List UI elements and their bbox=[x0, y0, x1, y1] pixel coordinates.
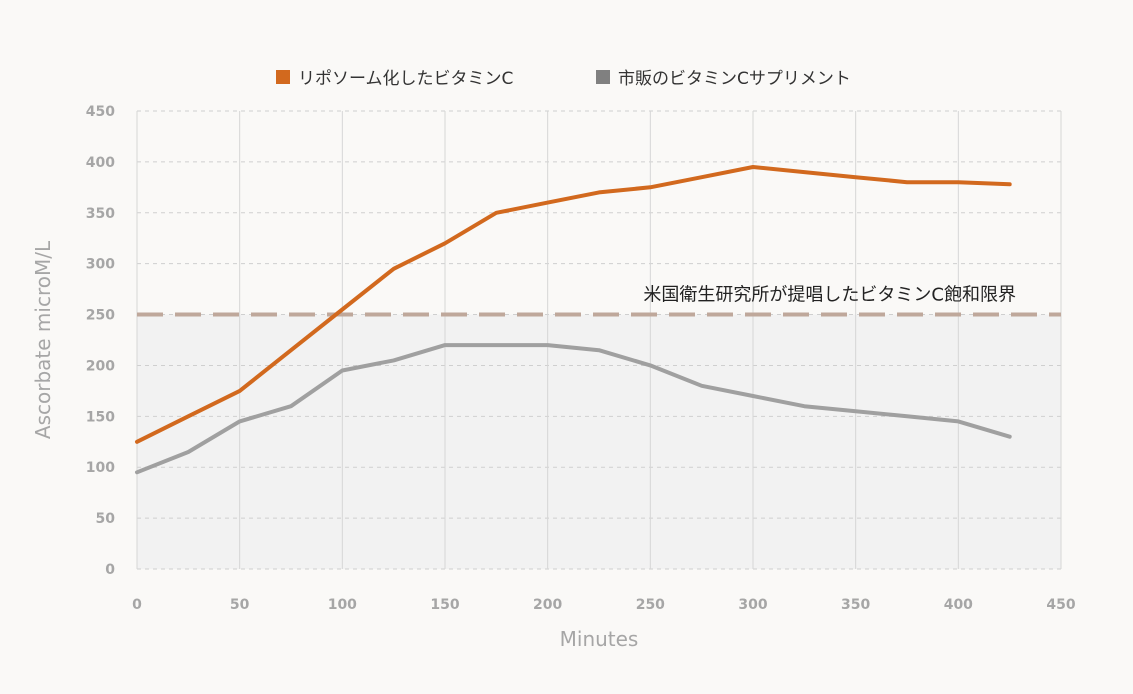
series-line-0 bbox=[135, 165, 1012, 444]
y-axis-title: Ascorbate microM/L bbox=[31, 240, 55, 439]
x-axis-ticks: 0 50 100 150 200 250 300 350 400 450 bbox=[132, 597, 1076, 613]
series-layer bbox=[135, 165, 1012, 475]
y-tick-label-5: 250 bbox=[86, 308, 115, 324]
shaded-region bbox=[137, 314, 1061, 569]
x-tick-label-8: 400 bbox=[944, 597, 973, 613]
x-tick-label-2: 100 bbox=[328, 597, 357, 613]
y-tick-label-7: 350 bbox=[86, 206, 115, 222]
x-axis-title: Minutes bbox=[560, 627, 639, 651]
x-tick-label-9: 450 bbox=[1046, 597, 1075, 613]
y-tick-label-0: 0 bbox=[105, 562, 115, 578]
y-tick-label-4: 200 bbox=[86, 358, 115, 374]
y-tick-label-1: 50 bbox=[96, 511, 116, 527]
y-tick-label-9: 450 bbox=[86, 104, 115, 120]
legend-swatch-commercial bbox=[596, 70, 610, 84]
y-tick-label-6: 300 bbox=[86, 257, 115, 273]
legend-label-commercial: 市販のビタミンCサプリメント bbox=[618, 69, 851, 89]
y-tick-label-3: 150 bbox=[86, 409, 115, 425]
x-tick-label-4: 200 bbox=[533, 597, 562, 613]
legend-swatch-liposomal bbox=[276, 70, 290, 84]
legend: リポソーム化したビタミンC 市販のビタミンCサプリメント bbox=[276, 69, 851, 89]
x-tick-label-0: 0 bbox=[132, 597, 142, 613]
y-tick-label-2: 100 bbox=[86, 460, 115, 476]
x-tick-label-5: 250 bbox=[636, 597, 665, 613]
x-tick-label-7: 350 bbox=[841, 597, 870, 613]
y-axis-ticks: 0 50 100 150 200 250 300 350 400 450 bbox=[86, 104, 115, 578]
series-line-1 bbox=[135, 343, 1012, 475]
grid-lines bbox=[136, 110, 1062, 570]
x-tick-label-6: 300 bbox=[738, 597, 767, 613]
x-tick-label-3: 150 bbox=[430, 597, 459, 613]
y-tick-label-8: 400 bbox=[86, 155, 115, 171]
x-tick-label-1: 50 bbox=[230, 597, 250, 613]
saturation-reference-label: 米国衛生研究所が提唱したビタミンC飽和限界 bbox=[643, 285, 1016, 306]
legend-label-liposomal: リポソーム化したビタミンC bbox=[298, 69, 513, 89]
